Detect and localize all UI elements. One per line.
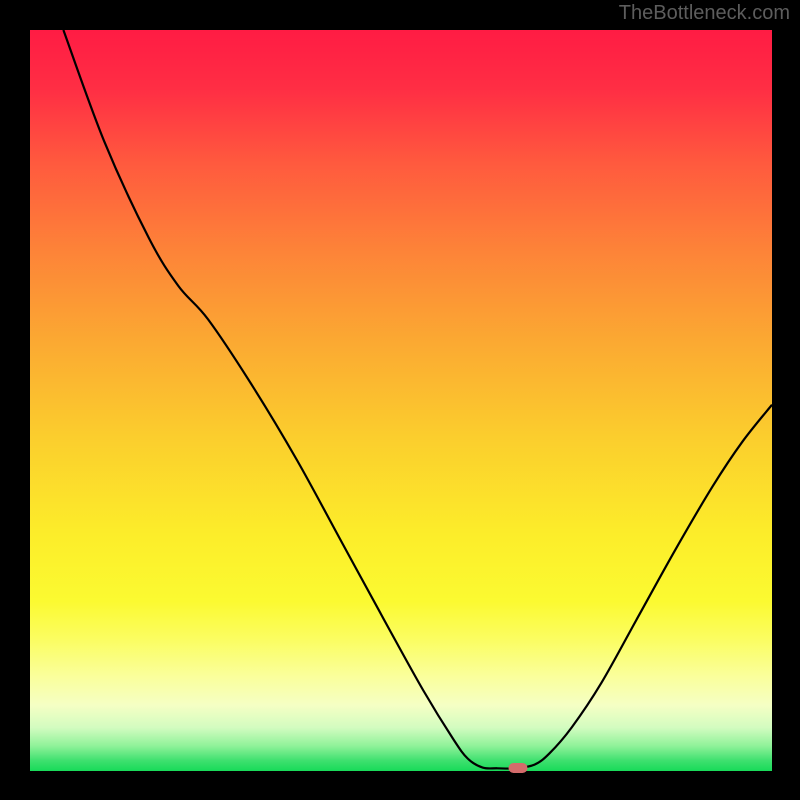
chart-plot-area (30, 30, 772, 772)
watermark-text: TheBottleneck.com (619, 2, 790, 25)
chart-curve (63, 30, 772, 769)
chart-curve-layer (30, 30, 772, 772)
chart-minimum-marker (509, 763, 528, 773)
